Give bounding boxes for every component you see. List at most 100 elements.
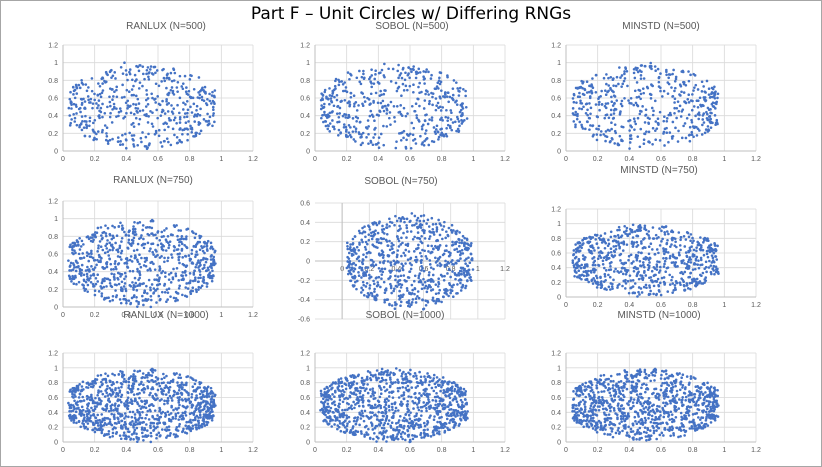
data-point (119, 251, 123, 255)
data-point (586, 108, 589, 112)
data-point (198, 392, 202, 396)
data-point (360, 261, 364, 264)
data-point (445, 292, 448, 296)
data-point (135, 299, 138, 303)
data-point (399, 243, 403, 246)
data-point (206, 112, 209, 116)
data-point (156, 278, 159, 282)
data-point (74, 83, 78, 87)
data-point (666, 238, 669, 242)
data-point (184, 273, 188, 277)
data-point (132, 393, 136, 396)
data-point (417, 280, 421, 284)
data-point (91, 413, 95, 417)
data-point (576, 112, 579, 116)
data-point (321, 93, 325, 97)
data-point (361, 141, 364, 145)
data-point (86, 265, 89, 269)
data-point (331, 125, 335, 129)
x-tick-label: 0 (564, 156, 568, 163)
data-point (379, 236, 383, 240)
data-point (113, 71, 117, 74)
data-point (688, 125, 692, 129)
data-point (675, 245, 678, 249)
data-point (655, 237, 659, 240)
data-point (120, 96, 124, 99)
data-point (614, 239, 618, 243)
data-point (450, 96, 454, 100)
data-point (389, 263, 393, 267)
data-point (421, 283, 425, 286)
data-point (329, 97, 333, 100)
data-point (83, 426, 87, 430)
data-point (639, 92, 643, 96)
data-point (72, 93, 75, 96)
data-point (132, 93, 136, 97)
data-point (143, 113, 146, 117)
data-point (611, 287, 614, 290)
data-point (393, 262, 397, 266)
data-point (431, 103, 434, 107)
data-point (100, 281, 104, 285)
data-point (135, 295, 138, 299)
data-point (449, 251, 452, 255)
data-point (467, 271, 470, 275)
data-point (458, 86, 462, 90)
data-point (106, 277, 110, 281)
data-point (137, 69, 141, 73)
data-point (404, 262, 407, 265)
data-point (136, 97, 140, 101)
data-point (618, 228, 621, 232)
data-point (454, 277, 457, 281)
data-point (612, 109, 616, 112)
data-point (104, 409, 108, 412)
data-point (187, 397, 191, 401)
data-point (677, 231, 681, 234)
data-point (113, 90, 116, 93)
data-point (118, 434, 122, 437)
data-point (90, 406, 93, 410)
data-point (79, 274, 83, 277)
data-point (462, 271, 466, 274)
data-point (612, 270, 616, 273)
data-point (705, 252, 709, 256)
x-tick-label: 0.2 (364, 266, 374, 273)
data-point (98, 418, 101, 422)
data-point (451, 240, 454, 244)
data-point (68, 413, 72, 417)
data-point (572, 93, 576, 97)
data-point (638, 145, 642, 149)
data-point (111, 74, 115, 78)
data-point (74, 251, 77, 255)
data-point (609, 86, 612, 90)
data-point (409, 132, 412, 136)
data-point (402, 274, 406, 277)
data-point (132, 143, 135, 146)
data-point (668, 283, 672, 286)
data-point (692, 72, 695, 76)
data-point (460, 272, 463, 276)
data-point (198, 380, 201, 384)
data-point (699, 236, 702, 239)
data-point (199, 258, 203, 262)
data-point (392, 251, 396, 254)
data-point (201, 258, 205, 261)
data-point (447, 254, 451, 258)
data-point (163, 112, 167, 115)
data-point (141, 224, 145, 227)
data-point (390, 221, 394, 224)
data-point (603, 287, 606, 291)
data-point (343, 98, 347, 102)
data-point (659, 89, 662, 93)
data-point (431, 227, 435, 231)
data-point (590, 279, 593, 283)
data-point (78, 125, 81, 129)
data-point (635, 229, 639, 232)
data-point (176, 411, 180, 415)
data-point (69, 264, 72, 267)
data-point (139, 64, 142, 67)
data-point (184, 265, 188, 269)
data-point (583, 88, 587, 92)
data-point (428, 102, 431, 106)
data-point (366, 251, 369, 255)
